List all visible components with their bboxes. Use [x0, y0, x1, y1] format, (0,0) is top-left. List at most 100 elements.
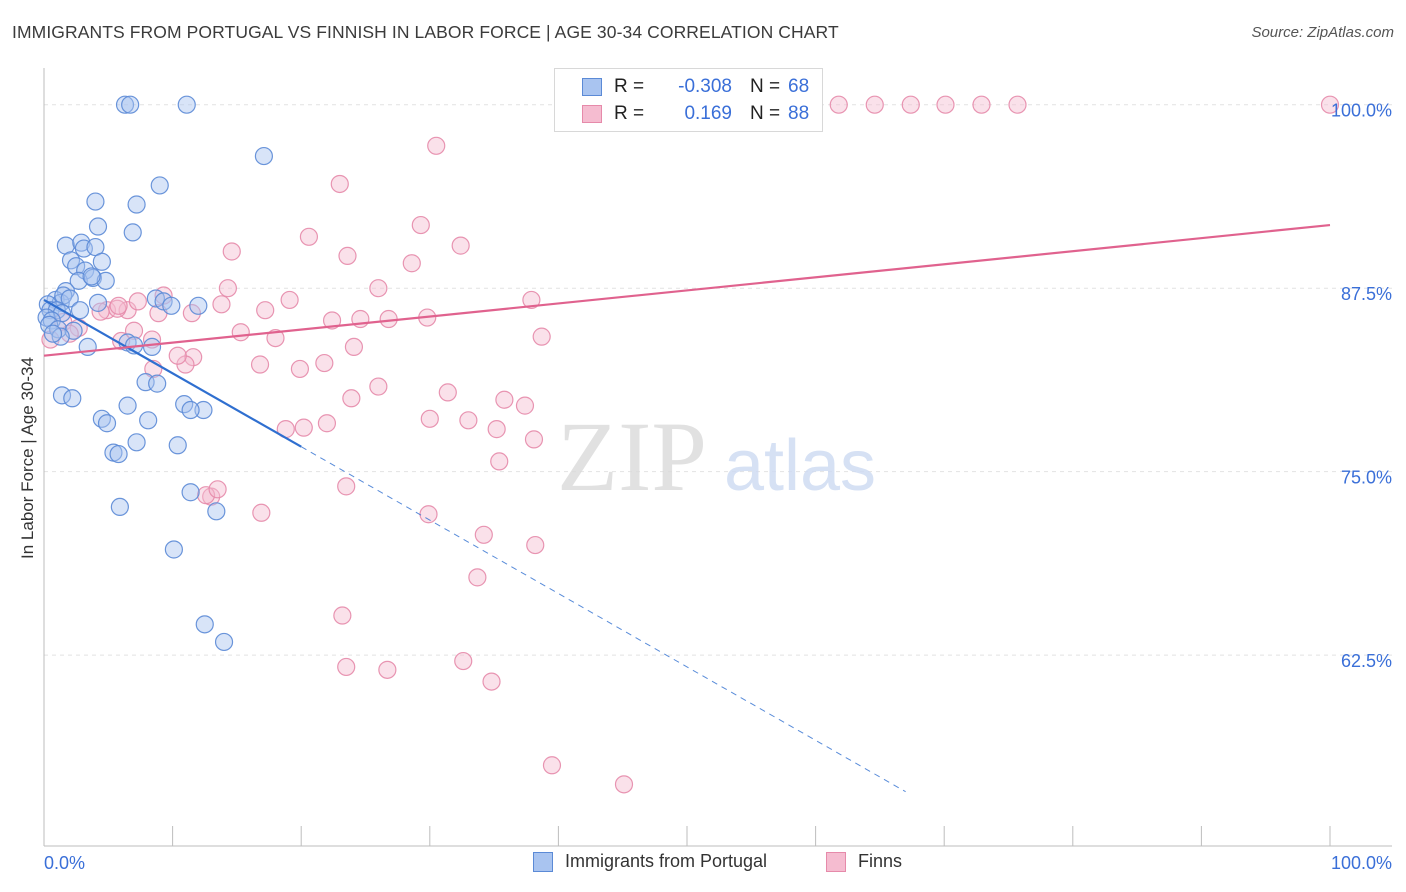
portugal-point: [92, 252, 111, 271]
portugal-point: [52, 386, 72, 405]
finns-point: [168, 346, 187, 365]
trend-lines: [43, 223, 1331, 793]
finns-point: [182, 304, 201, 323]
finns-point: [524, 430, 544, 449]
portugal-point: [148, 374, 167, 393]
finns-trend-line: [43, 223, 1331, 357]
finns-point: [252, 503, 271, 522]
series-portugal-points: [37, 95, 274, 652]
finns-point: [290, 359, 310, 379]
finns-point: [109, 296, 128, 315]
finns-point: [936, 95, 955, 114]
finns-point: [1008, 95, 1027, 114]
portugal-point: [40, 315, 59, 334]
watermark-atlas: atlas: [724, 426, 876, 506]
legend-item-finns[interactable]: Finns: [826, 851, 902, 872]
n-value: 68: [788, 76, 810, 97]
finns-legend-swatch: [826, 851, 846, 872]
r-label: R =: [614, 103, 645, 124]
gridlines: [44, 104, 1392, 656]
portugal-point: [254, 146, 274, 166]
finns-point: [482, 672, 501, 691]
portugal-point: [74, 239, 93, 258]
n-label: N =: [750, 76, 781, 97]
watermark-zip: ZIP: [557, 401, 707, 512]
legend-label: Immigrants from Portugal: [565, 851, 768, 871]
finns-point: [196, 486, 216, 505]
finns-point: [342, 389, 361, 408]
finns-point: [420, 409, 439, 428]
finns-point: [378, 660, 397, 679]
finns-point: [454, 651, 473, 671]
finns-point: [495, 390, 514, 409]
portugal-point: [142, 337, 162, 357]
finns-point: [526, 535, 545, 555]
finns-point: [280, 290, 299, 310]
portugal-legend-swatch: [533, 851, 553, 872]
tick-labels: 62.5% 75.0% 87.5% 100.0% 0.0% 100.0%: [44, 101, 1392, 873]
y-tick-label: 62.5%: [1341, 651, 1392, 671]
finns-point: [614, 775, 634, 794]
finns-point: [542, 756, 562, 775]
y-tick-label: 75.0%: [1341, 468, 1392, 488]
portugal-point: [97, 414, 117, 433]
portugal-point: [82, 267, 101, 286]
portugal-point: [181, 483, 200, 502]
portugal-point: [164, 540, 183, 559]
finns-point: [474, 525, 493, 544]
portugal-point: [118, 396, 137, 415]
portugal-point: [214, 632, 234, 652]
source-note: Source: ZipAtlas.com: [1251, 24, 1394, 41]
portugal-point: [123, 223, 142, 242]
x-tick-label: 100.0%: [1331, 853, 1392, 873]
finns-point: [208, 480, 227, 499]
finns-point: [865, 95, 884, 114]
chart-title: IMMIGRANTS FROM PORTUGAL VS FINNISH IN L…: [12, 22, 839, 42]
y-tick-label: 87.5%: [1341, 284, 1392, 304]
legend-label: Finns: [858, 851, 903, 871]
finns-point: [419, 505, 438, 524]
finns-point: [427, 136, 446, 155]
portugal-point: [127, 195, 146, 214]
finns-point: [317, 414, 337, 433]
finns-point: [369, 279, 388, 298]
finns-point: [459, 411, 478, 430]
portugal-point: [139, 411, 158, 430]
portugal-point: [136, 373, 155, 392]
r-value: -0.308: [678, 76, 732, 97]
correlation-row-finns: R = 0.169 N = 88: [555, 101, 809, 127]
portugal-point: [37, 308, 56, 327]
finns-point: [322, 311, 342, 330]
finns-point: [468, 568, 487, 587]
finns-point: [256, 301, 275, 320]
finns-point: [128, 292, 147, 311]
finns-point: [222, 242, 241, 261]
portugal-point: [70, 301, 90, 320]
portugal-point: [150, 176, 169, 195]
finns-point: [532, 327, 551, 346]
correlation-row-portugal: R = -0.308 N = 68: [555, 74, 809, 100]
finns-point: [333, 606, 352, 625]
legend-item-portugal[interactable]: Immigrants from Portugal: [533, 851, 767, 872]
finns-point: [515, 396, 535, 415]
portugal-swatch: [582, 78, 602, 96]
finns-point: [184, 348, 203, 367]
finns-point: [250, 355, 270, 374]
finns-point: [490, 452, 509, 471]
finns-point: [266, 328, 285, 348]
portugal-point: [115, 95, 135, 114]
portugal-point: [168, 436, 187, 455]
portugal-point: [43, 324, 63, 343]
portugal-point: [127, 433, 146, 452]
portugal-point: [195, 615, 214, 634]
finns-point: [1320, 95, 1340, 114]
n-label: N =: [750, 103, 781, 124]
finns-point: [337, 657, 356, 677]
portugal-point: [61, 251, 81, 270]
finns-point: [337, 477, 356, 496]
series-finns-points: [41, 95, 1340, 794]
finns-point: [402, 254, 421, 273]
finns-point: [522, 290, 541, 310]
portugal-point: [88, 293, 108, 312]
finns-point: [315, 353, 334, 373]
